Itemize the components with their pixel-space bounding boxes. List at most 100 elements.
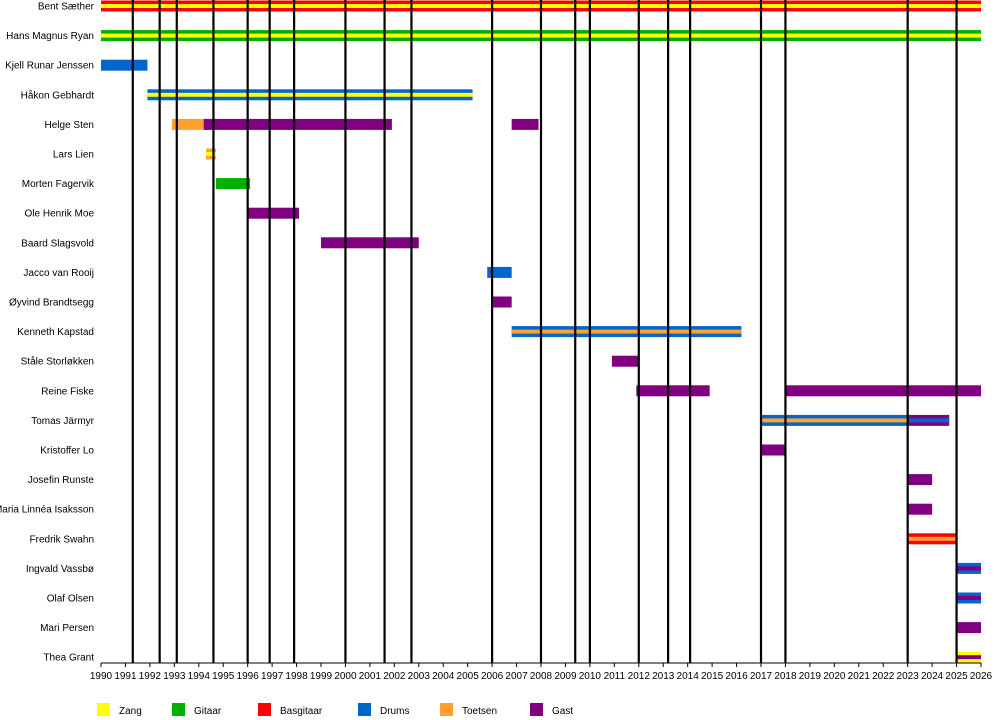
bar-stripe-tomas-jarmyr-0: [761, 418, 908, 423]
bar-mari-persen-0: [956, 622, 981, 634]
member-label-stale-storl-kken: Ståle Storløkken: [21, 356, 94, 368]
legend-label-gast: Gast: [552, 706, 573, 717]
bar-jacco-van-rooij-0: [487, 266, 512, 278]
legend-label-drums: Drums: [380, 706, 409, 717]
legend-label-gitaar: Gitaar: [194, 706, 222, 717]
tick-label-2009: 2009: [554, 671, 577, 682]
tick-label-2001: 2001: [359, 671, 382, 682]
member-label-reine-fiske: Reine Fiske: [41, 386, 94, 397]
member-label-ole-henrik-moe: Ole Henrik Moe: [25, 209, 95, 220]
tick-label-1999: 1999: [310, 671, 333, 682]
tick-label-2015: 2015: [701, 671, 724, 682]
member-label-baard-slagsvold: Baard Slagsvold: [21, 238, 94, 249]
legend-swatch-gitaar: [172, 703, 185, 716]
bar-baard-slagsvold-0: [321, 237, 419, 249]
member-label-fredrik-swahn: Fredrik Swahn: [30, 534, 94, 545]
bar-stale-storl-kken-0: [611, 355, 639, 367]
bar-yvind-brandtsegg-0: [492, 296, 512, 308]
member-label-ingvald-vassb: Ingvald Vassbø: [26, 564, 94, 575]
member-label-yvind-brandtsegg: Øyvind Brandtsegg: [9, 298, 94, 309]
tick-label-1996: 1996: [237, 671, 260, 682]
member-label-josefin-runste: Josefin Runste: [28, 475, 95, 486]
bar-stripe-kenneth-kapstad-0: [511, 329, 742, 334]
member-label-tomas-jarmyr: Tomas Järmyr: [31, 416, 94, 427]
bar-helge-sten-0: [171, 118, 204, 130]
tick-label-2017: 2017: [750, 671, 773, 682]
member-label-lars-lien: Lars Lien: [53, 150, 94, 161]
tick-label-1995: 1995: [212, 671, 235, 682]
tick-label-2026: 2026: [970, 671, 993, 682]
member-label-hakon-gebhardt: Håkon Gebhardt: [21, 89, 95, 101]
tick-label-2005: 2005: [457, 671, 480, 682]
tick-label-2022: 2022: [872, 671, 895, 682]
tick-label-2025: 2025: [945, 671, 968, 682]
tick-label-1993: 1993: [163, 671, 186, 682]
tick-label-2002: 2002: [383, 671, 406, 682]
member-label-maria-linnea-isaksson: Maria Linnéa Isaksson: [0, 505, 94, 516]
legend-label-basgitaar: Basgitaar: [280, 706, 323, 717]
event-lines: [131, 0, 958, 664]
member-label-mari-persen: Mari Persen: [40, 623, 94, 634]
bar-stripe-thea-grant-0: [956, 655, 981, 660]
legend-label-zang: Zang: [119, 706, 142, 717]
bar-stripe-lars-lien-0: [206, 152, 216, 156]
bar-ole-henrik-moe-0: [247, 207, 299, 219]
legend: Zang Gitaar Basgitaar Drums Toetsen Gast: [97, 703, 573, 717]
bar-helge-sten-2: [511, 118, 539, 130]
member-label-kjell-runar-jenssen: Kjell Runar Jenssen: [5, 61, 94, 72]
tick-label-2006: 2006: [481, 671, 504, 682]
tick-label-2003: 2003: [408, 671, 431, 682]
member-label-olaf-olsen: Olaf Olsen: [47, 594, 94, 605]
tick-label-1998: 1998: [285, 671, 308, 682]
tick-label-2023: 2023: [897, 671, 920, 682]
bar-stripe-olaf-olsen-0: [956, 596, 981, 600]
tick-label-1992: 1992: [139, 671, 162, 682]
bar-maria-linnea-isaksson-0: [907, 503, 933, 515]
bar-stripe-fredrik-swahn-0: [907, 536, 957, 541]
tick-label-2007: 2007: [505, 671, 528, 682]
member-label-thea-grant: Thea Grant: [43, 653, 94, 664]
member-label-hans-magnus-ryan: Hans Magnus Ryan: [6, 31, 94, 42]
member-label-bent-s-ther: Bent Sæther: [38, 2, 95, 13]
legend-swatch-toetsen: [440, 703, 453, 716]
tick-label-1990: 1990: [90, 671, 113, 682]
tick-label-2012: 2012: [628, 671, 651, 682]
bar-stripe-hakon-gebhardt-0: [147, 92, 473, 97]
tick-label-2024: 2024: [921, 671, 944, 682]
member-label-helge-sten: Helge Sten: [45, 120, 94, 131]
member-labels: Bent Sæther Hans Magnus Ryan Kjell Runar J…: [0, 2, 95, 664]
legend-swatch-drums: [358, 703, 371, 716]
tick-label-2016: 2016: [725, 671, 748, 682]
tick-label-1991: 1991: [114, 671, 137, 682]
bar-reine-fiske-0: [636, 385, 710, 397]
legend-swatch-zang: [97, 703, 110, 716]
member-label-kristoffer-lo: Kristoffer Lo: [40, 446, 94, 457]
tick-label-1994: 1994: [188, 671, 211, 682]
member-label-kenneth-kapstad: Kenneth Kapstad: [17, 327, 94, 338]
bar-kjell-runar-jenssen-0: [101, 59, 148, 71]
bar-morten-fagervik-0: [215, 178, 251, 190]
bar-stripe-tomas-jarmyr-1: [907, 418, 950, 423]
tick-label-2018: 2018: [774, 671, 797, 682]
tick-label-2013: 2013: [652, 671, 675, 682]
bar-stripe-ingvald-vassb-0: [956, 566, 981, 571]
member-label-jacco-van-rooij: Jacco van Rooij: [23, 268, 94, 279]
legend-swatch-gast: [530, 703, 543, 716]
year-axis: 1990 1991 1992 1993 1994 1995 1996 1997 1998 1999…: [90, 662, 993, 682]
tick-label-2011: 2011: [604, 671, 626, 682]
bar-reine-fiske-1: [785, 385, 981, 397]
member-label-morten-fagervik: Morten Fagervik: [22, 179, 95, 190]
bar-kristoffer-lo-0: [761, 444, 786, 456]
legend-label-toetsen: Toetsen: [462, 706, 497, 717]
tick-label-2010: 2010: [579, 671, 602, 682]
legend-swatch-basgitaar: [258, 703, 271, 716]
tick-label-2019: 2019: [799, 671, 822, 682]
tick-label-2014: 2014: [677, 671, 700, 682]
bar-josefin-runste-0: [907, 474, 933, 486]
tick-label-2020: 2020: [823, 671, 846, 682]
tick-label-2000: 2000: [334, 671, 357, 682]
bar-helge-sten-1: [203, 118, 392, 130]
tick-label-1997: 1997: [261, 671, 284, 682]
